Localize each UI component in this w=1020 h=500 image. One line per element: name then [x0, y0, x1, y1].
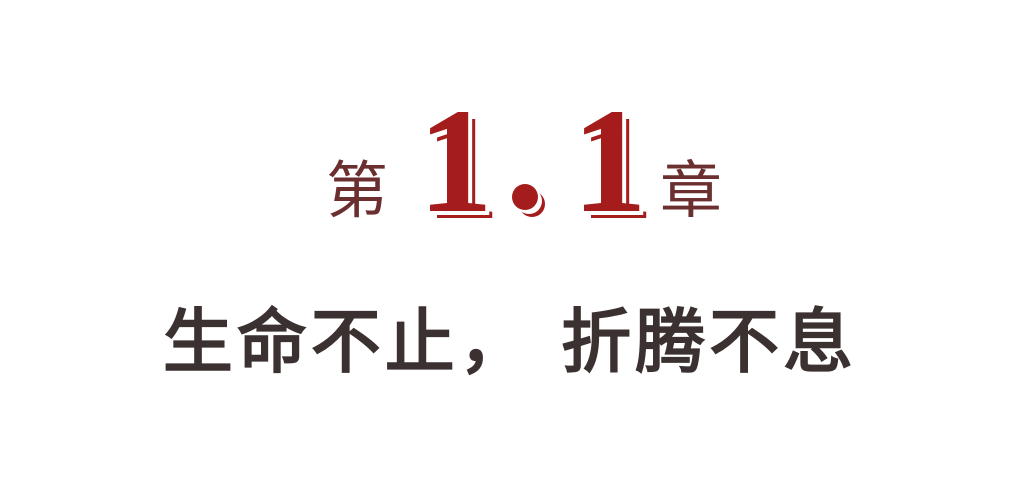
chapter-number-minor: 1: [572, 78, 647, 244]
chapter-heading: 第 1 1 章: [0, 80, 1020, 240]
chapter-number-dot: [512, 184, 538, 210]
chapter-prefix: 第: [326, 154, 389, 227]
chapter-suffix: 章: [660, 154, 723, 227]
chapter-number-major: 1: [418, 78, 493, 244]
chapter-subtitle: 生命不止， 折腾不息: [162, 300, 858, 383]
